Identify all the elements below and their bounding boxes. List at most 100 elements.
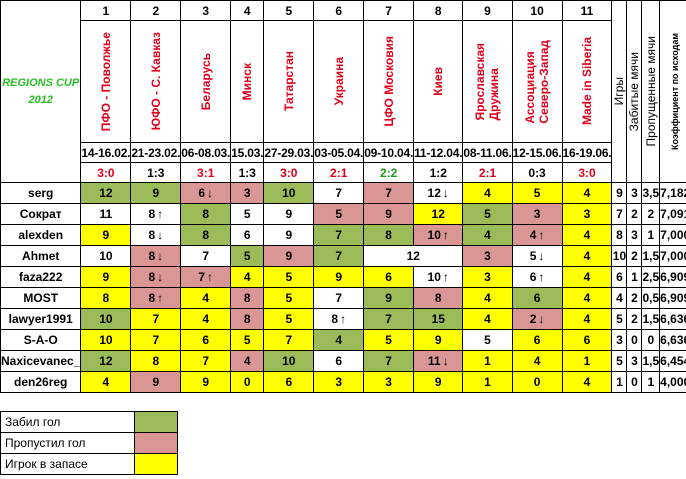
score-cell: 8: [180, 224, 232, 246]
games-cell: 8: [611, 224, 628, 246]
score-value: 10: [99, 249, 113, 263]
score-cell: 7 ↑: [180, 266, 232, 288]
score-cell: 4: [180, 287, 232, 309]
arrow-up-icon: ↑: [538, 270, 545, 284]
score-value: 4: [484, 186, 491, 200]
score-value: 4: [583, 312, 591, 326]
legend-swatch: [134, 432, 178, 454]
round-date: 27-29.03.: [263, 142, 315, 163]
legend-label: Игрок в запасе: [0, 453, 135, 475]
arrow-down-icon: ↓: [442, 354, 449, 368]
score-cell: 8: [230, 287, 265, 309]
score-cell: 6: [561, 329, 613, 351]
score-value: 7: [152, 333, 160, 347]
score-cell: 8: [230, 308, 265, 330]
score-cell: 4: [561, 224, 613, 246]
scored-cell: 0: [626, 371, 643, 393]
score-cell: 15: [413, 308, 464, 330]
scored-cell: 3: [626, 224, 643, 246]
round-date: 14-16.02.: [80, 142, 132, 163]
score-cell: 12: [363, 245, 464, 267]
round-score: 3:0: [80, 162, 132, 183]
score-value: 3: [243, 186, 251, 200]
games-cell: 10: [611, 245, 628, 267]
score-value: 8: [202, 228, 210, 242]
player-name: alexden: [0, 224, 82, 246]
score-value: 9: [102, 270, 110, 284]
score-value: 5: [529, 249, 537, 263]
score-value: 4: [533, 354, 541, 368]
score-cell: 5: [263, 266, 315, 288]
round-number: 1: [80, 0, 132, 21]
results-table: REGIONS CUP 2012 1 2 3 4 5 6 7 8 9 10 11 Игры Забитые …: [0, 0, 686, 393]
legend: Забил гол Пропустил гол Игрок в запасе: [0, 411, 178, 475]
player-name: Сократ: [0, 203, 82, 225]
score-value: 10: [99, 312, 113, 326]
score-value: 10: [282, 354, 296, 368]
legend-label: Пропустил гол: [0, 432, 135, 454]
conceded-cell: 2: [641, 203, 661, 225]
score-value: 3: [583, 207, 591, 221]
coef-cell: 6,636: [659, 329, 686, 351]
score-cell: 4: [511, 350, 563, 372]
score-cell: 5: [230, 245, 265, 267]
score-value: 8: [102, 291, 110, 305]
score-value: 4: [243, 270, 251, 284]
round-number: 5: [263, 0, 315, 21]
score-cell: 9: [263, 224, 315, 246]
score-cell: 7: [263, 329, 315, 351]
round-date: 09-10.04.: [363, 142, 415, 163]
player-name: faza222: [0, 266, 82, 288]
score-value: 4: [243, 354, 251, 368]
score-cell: 9: [413, 329, 464, 351]
round-team: Ассоциация Северо-Запад: [511, 20, 563, 143]
score-cell: 4: [561, 266, 613, 288]
score-cell: 3: [313, 371, 365, 393]
coef-cell: 6,909: [659, 287, 686, 309]
score-value: 2: [529, 312, 537, 326]
score-cell: 6: [363, 266, 415, 288]
round-team-name: Ярославская Дружина: [473, 42, 502, 121]
conceded-cell: 1: [641, 224, 661, 246]
round-team-name: Татарстан: [281, 51, 296, 112]
score-value: 10: [427, 228, 441, 242]
round-team-name: ЦФО Московия: [381, 36, 396, 127]
score-cell: 7: [180, 350, 232, 372]
score-cell: 8: [130, 350, 182, 372]
score-value: 4: [583, 270, 591, 284]
score-value: 8: [243, 291, 251, 305]
round-score: 2:1: [462, 162, 513, 183]
score-cell: 3: [462, 266, 513, 288]
round-number: 9: [462, 0, 513, 21]
round-number: 10: [511, 0, 563, 21]
score-cell: 5: [263, 287, 315, 309]
score-value: 7: [202, 249, 210, 263]
logo-cell: REGIONS CUP 2012: [0, 0, 82, 183]
score-value: 6: [243, 228, 251, 242]
score-cell: 6 ↓: [180, 182, 232, 204]
games-cell: 6: [611, 266, 628, 288]
stat-header-games: Игры: [611, 0, 628, 183]
legend-label: Забил гол: [0, 411, 135, 433]
score-cell: 4: [561, 182, 613, 204]
score-cell: 11 ↓: [413, 350, 464, 372]
score-cell: 12: [80, 350, 132, 372]
score-value: 9: [434, 375, 442, 389]
score-cell: 6: [230, 224, 265, 246]
legend-swatch: [134, 411, 178, 433]
score-value: 4: [583, 186, 591, 200]
score-cell: 8 ↑: [313, 308, 365, 330]
score-value: 9: [202, 375, 210, 389]
round-number: 3: [180, 0, 232, 21]
stat-header-coef: Коэффициент по исходам: [659, 0, 686, 183]
round-team: Киев: [413, 20, 464, 143]
score-value: 5: [243, 333, 251, 347]
round-score: 1:2: [413, 162, 464, 183]
legend-row: Забил гол: [0, 411, 178, 433]
score-cell: 9: [80, 266, 132, 288]
score-cell: 5 ↓: [511, 245, 563, 267]
score-cell: 3: [230, 182, 265, 204]
